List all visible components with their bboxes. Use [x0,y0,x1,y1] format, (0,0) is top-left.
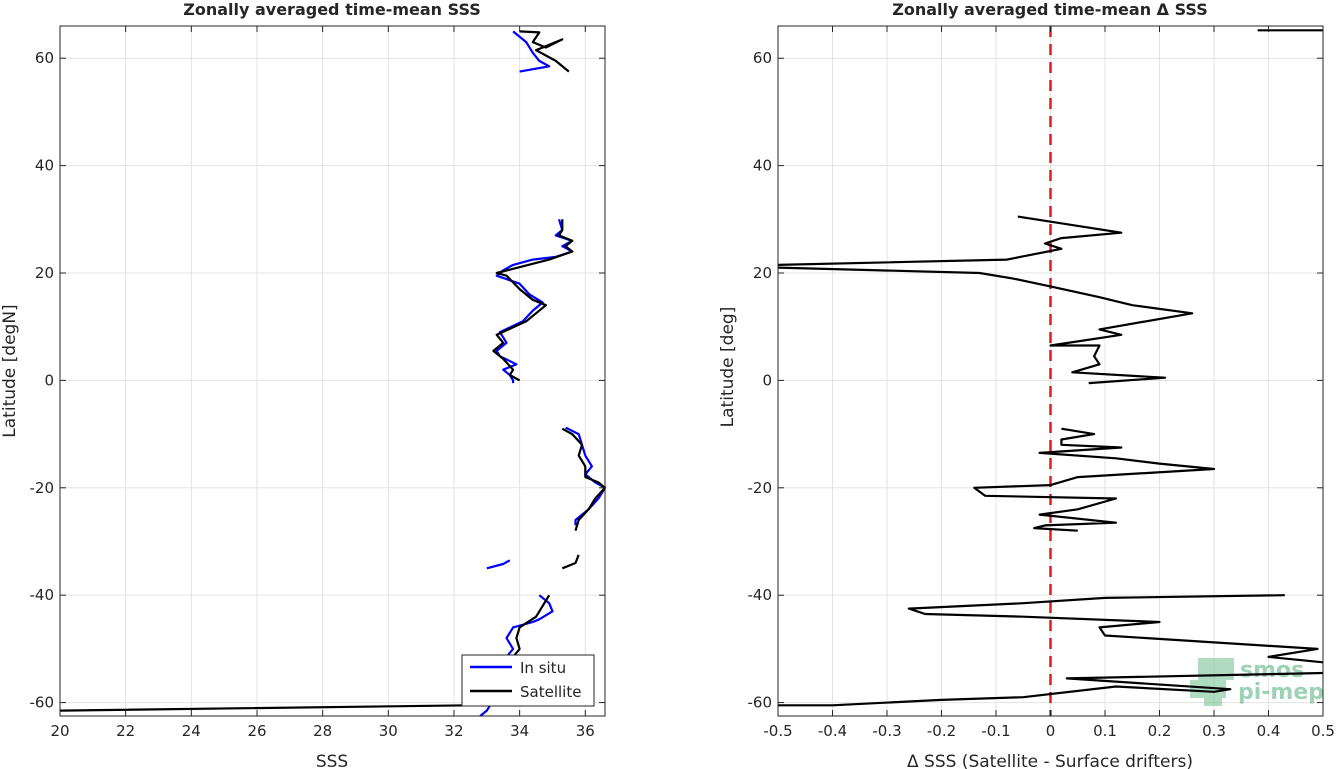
x-tick-label: 28 [313,722,332,740]
sss-profile-axes: 20 22 24 26 28 30 32 34 36 -60 -40 -20 0 20 40 60 Zonal… [0,0,607,769]
x-tick-label: 0.1 [1093,722,1117,740]
in-situ-line-segment [479,704,492,717]
y-tick-label: 60 [753,49,772,67]
y-tick-label: -20 [30,479,55,497]
y-tick-label: 40 [35,157,54,175]
y-tick-label: -60 [30,694,55,712]
x-tick-label: 22 [116,722,135,740]
x-tick-label: 0 [1046,722,1056,740]
y-tick-label: 20 [35,264,54,282]
y-tick-label: 20 [753,264,772,282]
series-line-segment [907,594,1324,664]
delta-sss-profile-axes: smos pi-mep -0.5 -0.4 -0.3 -0.2 -0.1 0 0.1 0.2 0… [718,0,1335,769]
x-tick-label: 36 [576,722,595,740]
y-tick-label: -20 [748,479,773,497]
legend-satellite-label: Satellite [520,683,581,701]
series-line-segment [973,427,1216,532]
delta-sss-chart-title: Zonally averaged time-mean Δ SSS [892,0,1208,19]
satellite-line-segment [492,219,574,382]
delta-sss-series [777,29,1324,707]
x-tick-label: 26 [247,722,266,740]
x-tick-label: -0.3 [872,722,901,740]
in-situ-line-segment [495,218,574,384]
x-tick-label: 0.2 [1148,722,1172,740]
y-tick-label: 0 [44,371,54,389]
x-tick-label: 34 [510,722,529,740]
delta-sss-y-axis-label: Latitude [deg] [718,307,738,428]
y-tick-label: 40 [753,157,772,175]
series-line-segment [777,266,1194,385]
series-line-segment [777,215,1123,266]
in-situ-line-segment [486,559,511,570]
x-tick-label: 32 [444,722,463,740]
legend-in-situ-label: In situ [520,659,566,677]
in-situ-line-segment [512,30,551,73]
satellite-line-segment [561,427,607,532]
delta-sss-x-axis-label: Δ SSS (Satellite - Surface drifters) [907,752,1193,769]
logo-text-pi-mep: pi-mep [1238,680,1324,705]
x-tick-label: 24 [182,722,201,740]
x-tick-label: -0.1 [981,722,1010,740]
y-tick-label: 60 [35,49,54,67]
y-tick-label: 0 [762,371,772,389]
y-tick-label: -40 [30,586,55,604]
x-tick-label: -0.5 [763,722,792,740]
x-tick-label: 0.3 [1202,722,1226,740]
x-tick-label: 0.5 [1311,722,1335,740]
satellite-line-segment [512,594,551,658]
sss-legend: In situ Satellite [461,654,595,707]
x-tick-label: 0.4 [1257,722,1281,740]
satellite-line-segment [561,554,580,570]
sss-ticks: 20 22 24 26 28 30 32 34 36 -60 -40 -20 0 20 40 60 [30,26,605,740]
sss-chart-title: Zonally averaged time-mean SSS [183,0,481,19]
x-tick-label: -0.2 [927,722,956,740]
x-tick-label: 20 [50,722,69,740]
delta-sss-ticks: -0.5 -0.4 -0.3 -0.2 -0.1 0 0.1 0.2 0.3 0.4 0.5 -60 -… [748,26,1335,740]
y-tick-label: -60 [748,694,773,712]
x-tick-label: -0.4 [818,722,847,740]
y-tick-label: -40 [748,586,773,604]
sss-x-axis-label: SSS [316,752,348,769]
sss-y-axis-label: Latitude [degN] [0,304,20,437]
series-line-segment [778,671,1324,707]
satellite-line-segment [519,30,570,73]
x-tick-label: 30 [379,722,398,740]
logo-text-smos: smos [1240,658,1304,683]
smos-pi-mep-logo: smos pi-mep [1190,658,1324,706]
